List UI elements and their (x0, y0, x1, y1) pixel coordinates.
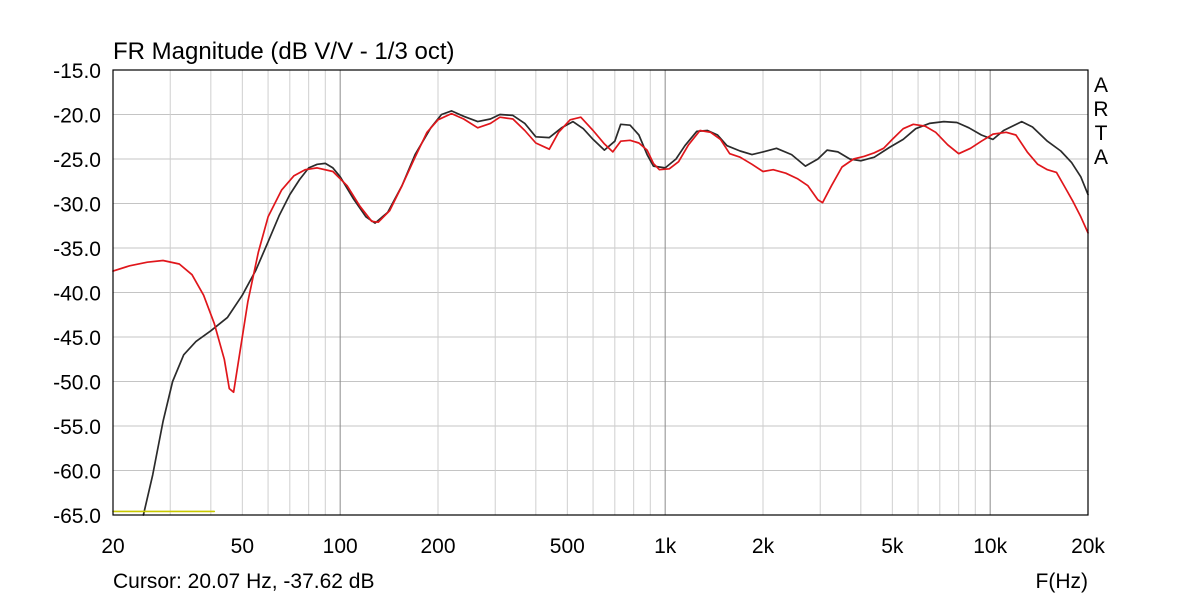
x-tick-label: 20k (1071, 535, 1105, 558)
y-tick-label: -20.0 (53, 105, 101, 128)
arta-letter: T (1095, 122, 1108, 145)
x-tick-label: 50 (231, 535, 254, 558)
y-tick-label: -25.0 (53, 149, 101, 172)
x-tick-label: 20 (101, 535, 124, 558)
series-line-1 (142, 110, 1089, 516)
y-tick-label: -50.0 (53, 372, 101, 395)
arta-letter: A (1094, 146, 1108, 169)
grid-lines (112, 69, 1089, 516)
y-tick-label: -30.0 (53, 194, 101, 217)
y-tick-label: -60.0 (53, 461, 101, 484)
y-tick-label: -45.0 (53, 327, 101, 350)
y-tick-label: -35.0 (53, 238, 101, 261)
series-line-2 (112, 112, 1089, 394)
x-tick-label: 500 (550, 535, 585, 558)
x-tick-label: 1k (654, 535, 677, 558)
cursor-readout: Cursor: 20.07 Hz, -37.62 dB (113, 570, 374, 593)
y-tick-label: -55.0 (53, 416, 101, 439)
x-tick-label: 100 (323, 535, 358, 558)
y-axis: -15.0 -20.0 -25.0 -30.0 -35.0 -40.0 -45.0 -50.0… (53, 60, 101, 528)
chart-title: FR Magnitude (dB V/V - 1/3 oct) (113, 38, 454, 65)
arta-letter: R (1093, 98, 1108, 121)
x-tick-label: 5k (881, 535, 904, 558)
x-tick-label: 200 (420, 535, 455, 558)
arta-letter: A (1094, 74, 1108, 97)
response-curves (112, 110, 1089, 516)
x-tick-label: 2k (752, 535, 775, 558)
x-axis: 20 50 100 200 500 1k 2k 5k 10k 20k (101, 535, 1105, 558)
y-tick-label: -40.0 (53, 283, 101, 306)
x-tick-label: 10k (973, 535, 1007, 558)
x-axis-label: F(Hz) (1036, 570, 1088, 593)
y-tick-label: -15.0 (53, 60, 101, 83)
plot-frame (112, 69, 1089, 516)
y-tick-label: -65.0 (53, 505, 101, 528)
